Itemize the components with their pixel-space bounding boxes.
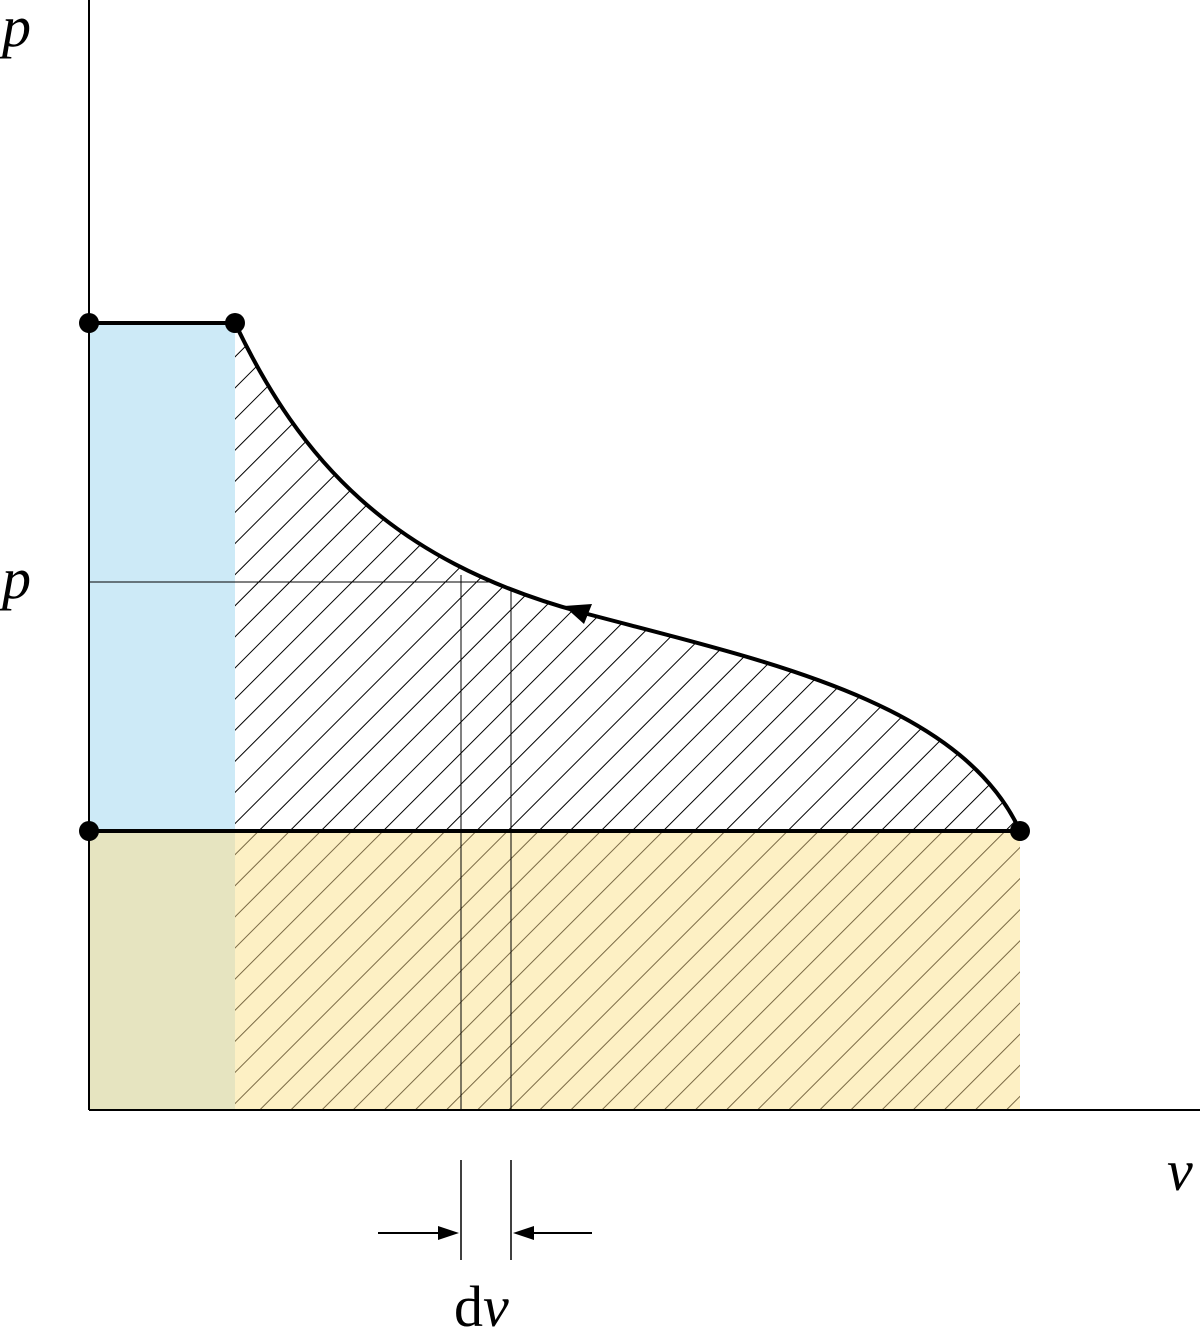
arrowhead-up-left-icon	[564, 604, 592, 624]
mid-pressure-label: p	[0, 546, 31, 611]
state-point-bottom-left	[79, 821, 99, 841]
state-point-bottom-right	[1010, 821, 1030, 841]
tan-hatch	[235, 831, 1020, 1110]
state-point-top-right	[225, 313, 245, 333]
curve-hatch	[235, 323, 1020, 831]
x-axis-label: v	[1167, 1138, 1193, 1203]
overlap-region	[89, 831, 235, 1110]
state-point-top-left	[79, 313, 99, 333]
dv-label-d: d	[454, 1274, 483, 1330]
blue-region	[89, 323, 235, 831]
dv-label-v: v	[483, 1274, 509, 1330]
dv-label: dv	[454, 1274, 509, 1330]
left-arrow-icon	[513, 1226, 592, 1240]
y-axis-label: p	[0, 0, 31, 59]
right-arrow-icon	[378, 1226, 459, 1240]
